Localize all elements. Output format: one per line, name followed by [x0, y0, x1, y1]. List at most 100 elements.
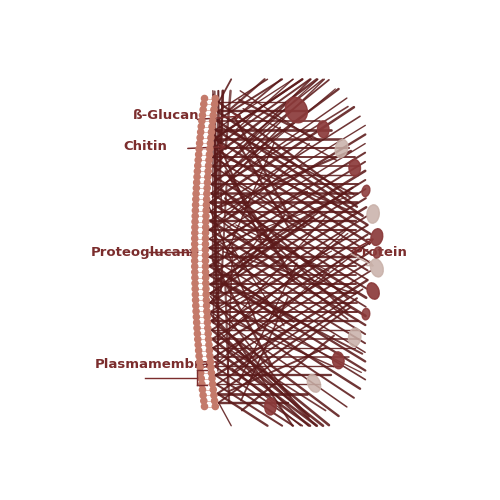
Circle shape — [205, 168, 212, 174]
Circle shape — [212, 398, 218, 404]
Circle shape — [204, 314, 210, 320]
Circle shape — [192, 218, 198, 225]
Text: Chitin: Chitin — [124, 140, 168, 153]
Circle shape — [192, 264, 198, 270]
Circle shape — [208, 134, 214, 141]
Circle shape — [198, 370, 204, 376]
Circle shape — [202, 230, 208, 236]
Circle shape — [202, 224, 209, 230]
Text: ß-Glucan: ß-Glucan — [133, 110, 200, 122]
Ellipse shape — [374, 247, 382, 258]
Circle shape — [208, 364, 214, 370]
Circle shape — [211, 392, 217, 398]
Circle shape — [206, 157, 212, 163]
Circle shape — [210, 112, 216, 118]
Circle shape — [192, 202, 198, 208]
Circle shape — [192, 252, 198, 258]
Circle shape — [192, 292, 198, 298]
Ellipse shape — [286, 98, 308, 123]
Circle shape — [212, 404, 218, 409]
Circle shape — [200, 101, 207, 107]
Circle shape — [194, 168, 200, 174]
Ellipse shape — [370, 259, 384, 277]
Circle shape — [194, 314, 200, 320]
Circle shape — [200, 398, 207, 404]
Circle shape — [202, 96, 207, 102]
Circle shape — [194, 180, 200, 186]
Circle shape — [202, 252, 208, 258]
Circle shape — [206, 162, 212, 169]
Circle shape — [202, 264, 208, 270]
Ellipse shape — [367, 283, 380, 299]
Circle shape — [203, 286, 209, 292]
Ellipse shape — [332, 352, 344, 369]
Circle shape — [199, 118, 205, 124]
Ellipse shape — [362, 308, 370, 320]
Circle shape — [212, 101, 218, 107]
Circle shape — [209, 124, 215, 130]
Circle shape — [194, 320, 200, 326]
Circle shape — [192, 258, 198, 264]
Circle shape — [200, 112, 205, 118]
Circle shape — [206, 336, 212, 342]
Circle shape — [196, 140, 202, 146]
Text: Proteoglucane: Proteoglucane — [90, 246, 200, 259]
Circle shape — [199, 381, 205, 387]
Ellipse shape — [335, 140, 348, 158]
Circle shape — [202, 246, 208, 253]
Circle shape — [205, 330, 212, 337]
Circle shape — [202, 404, 207, 409]
Circle shape — [192, 196, 199, 202]
Circle shape — [206, 342, 212, 348]
Circle shape — [193, 190, 199, 197]
Circle shape — [192, 274, 198, 281]
Circle shape — [192, 280, 198, 286]
Circle shape — [194, 330, 200, 337]
Circle shape — [197, 364, 203, 370]
Ellipse shape — [367, 205, 380, 223]
Circle shape — [192, 241, 198, 247]
Circle shape — [192, 230, 198, 236]
Circle shape — [202, 280, 209, 286]
Circle shape — [192, 208, 198, 214]
Ellipse shape — [307, 374, 320, 392]
Ellipse shape — [318, 121, 329, 138]
Circle shape — [207, 146, 213, 152]
Circle shape — [207, 353, 213, 359]
Circle shape — [203, 292, 209, 298]
Circle shape — [196, 353, 202, 359]
Circle shape — [192, 236, 198, 242]
Circle shape — [192, 269, 198, 275]
Circle shape — [204, 185, 210, 191]
Circle shape — [210, 386, 216, 393]
Circle shape — [194, 336, 201, 342]
Circle shape — [204, 302, 210, 309]
Circle shape — [198, 376, 204, 382]
Circle shape — [198, 124, 204, 130]
Circle shape — [203, 208, 209, 214]
Circle shape — [196, 358, 202, 365]
Ellipse shape — [371, 228, 383, 246]
Circle shape — [208, 358, 214, 365]
Circle shape — [202, 241, 208, 247]
Circle shape — [204, 190, 210, 197]
Circle shape — [210, 118, 216, 124]
Ellipse shape — [348, 328, 361, 346]
Circle shape — [203, 213, 209, 219]
Circle shape — [204, 320, 210, 326]
Circle shape — [193, 308, 199, 314]
Circle shape — [194, 174, 200, 180]
Circle shape — [208, 129, 214, 135]
Circle shape — [192, 297, 198, 303]
Circle shape — [210, 381, 216, 387]
Circle shape — [192, 302, 199, 309]
Circle shape — [194, 162, 201, 169]
Circle shape — [192, 213, 198, 219]
Circle shape — [198, 129, 204, 135]
Circle shape — [194, 325, 200, 331]
Circle shape — [195, 157, 202, 163]
Circle shape — [202, 236, 208, 242]
Circle shape — [204, 174, 211, 180]
Circle shape — [209, 376, 215, 382]
Circle shape — [204, 180, 210, 186]
